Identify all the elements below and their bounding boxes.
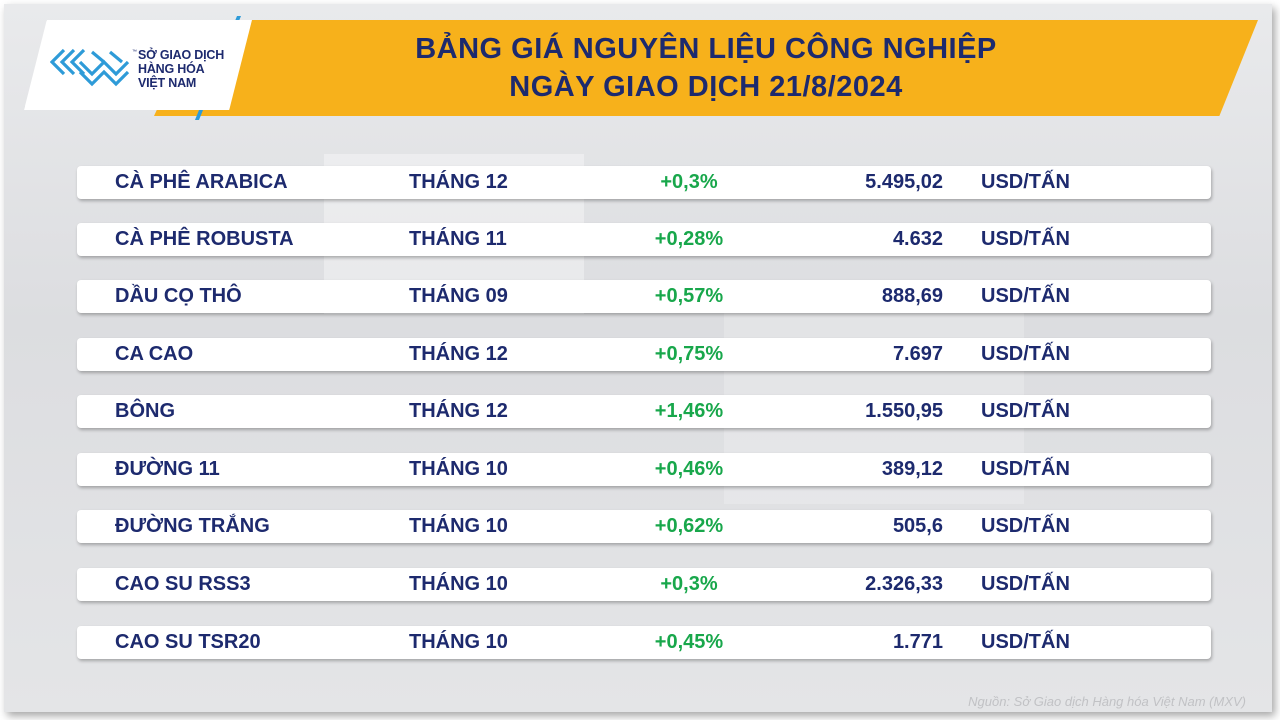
commodity-name: CAO SU RSS3 [115, 573, 251, 595]
contract-month: THÁNG 12 [409, 343, 508, 365]
price-unit: USD/TẤN [981, 228, 1070, 250]
commodity-name: ĐƯỜNG 11 [115, 458, 220, 480]
contract-month: THÁNG 10 [409, 458, 508, 480]
price-value: 7.697 [892, 343, 943, 365]
price-value: 5.495,02 [865, 171, 943, 193]
table-row: CAO SU TSR20 THÁNG 10 +0,45% 1.771 USD/T… [77, 626, 1211, 659]
contract-month: THÁNG 10 [409, 515, 508, 537]
price-change: +0,62% [654, 515, 724, 537]
title-banner [154, 20, 1258, 116]
contract-month: THÁNG 12 [409, 400, 508, 422]
mxv-logo-icon [50, 48, 130, 87]
commodity-name: CÀ PHÊ ARABICA [115, 171, 288, 193]
table-row: CÀ PHÊ ARABICA THÁNG 12 +0,3% 5.495,02 U… [77, 166, 1211, 199]
table-row: BÔNG THÁNG 12 +1,46% 1.550,95 USD/TẤN [77, 395, 1211, 428]
price-change: +0,57% [654, 285, 724, 307]
commodity-name: CÀ PHÊ ROBUSTA [115, 228, 294, 250]
price-unit: USD/TẤN [981, 573, 1070, 595]
logo-text: SỞ GIAO DỊCH HÀNG HÓA VIỆT NAM [138, 48, 224, 90]
commodity-name: ĐƯỜNG TRẮNG [115, 515, 270, 537]
table-row: ĐƯỜNG TRẮNG THÁNG 10 +0,62% 505,6 USD/TẤ… [77, 510, 1211, 543]
price-unit: USD/TẤN [981, 285, 1070, 307]
table-row: CAO SU RSS3 THÁNG 10 +0,3% 2.326,33 USD/… [77, 568, 1211, 601]
price-value: 4.632 [892, 228, 943, 250]
page-subtitle: NGÀY GIAO DỊCH 21/8/2024 [509, 71, 903, 103]
contract-month: THÁNG 11 [409, 228, 507, 250]
price-change: +1,46% [654, 400, 724, 422]
price-change: +0,75% [654, 343, 724, 365]
price-change: +0,46% [654, 458, 724, 480]
commodity-name: BÔNG [115, 400, 175, 422]
table-row: ĐƯỜNG 11 THÁNG 10 +0,46% 389,12 USD/TẤN [77, 453, 1211, 486]
price-unit: USD/TẤN [981, 343, 1070, 365]
trademark-mark: ™ [132, 49, 137, 55]
price-value: 2.326,33 [865, 573, 943, 595]
price-change: +0,28% [654, 228, 724, 250]
logo-line-2: HÀNG HÓA [138, 62, 205, 76]
source-watermark: Nguồn: Sở Giao dịch Hàng hóa Việt Nam (M… [968, 694, 1246, 709]
price-value: 389,12 [881, 458, 943, 480]
price-value: 505,6 [892, 515, 943, 537]
price-change: +0,3% [660, 171, 718, 193]
price-value: 1.771 [892, 631, 943, 653]
commodity-name: DẦU CỌ THÔ [115, 285, 242, 307]
price-unit: USD/TẤN [981, 515, 1070, 537]
price-value: 888,69 [881, 285, 943, 307]
table-row: DẦU CỌ THÔ THÁNG 09 +0,57% 888,69 USD/TẤ… [77, 280, 1211, 313]
price-unit: USD/TẤN [981, 171, 1070, 193]
contract-month: THÁNG 10 [409, 573, 508, 595]
contract-month: THÁNG 09 [409, 285, 508, 307]
price-change: +0,3% [660, 573, 718, 595]
page-title: BẢNG GIÁ NGUYÊN LIỆU CÔNG NGHIỆP [415, 33, 997, 65]
contract-month: THÁNG 10 [409, 631, 508, 653]
price-unit: USD/TẤN [981, 458, 1070, 480]
price-unit: USD/TẤN [981, 400, 1070, 422]
price-change: +0,45% [654, 631, 724, 653]
table-row: CA CAO THÁNG 12 +0,75% 7.697 USD/TẤN [77, 338, 1211, 371]
commodity-name: CAO SU TSR20 [115, 631, 261, 653]
logo-panel [24, 20, 252, 110]
price-value: 1.550,95 [865, 400, 943, 422]
infographic-frame: BẢNG GIÁ NGUYÊN LIỆU CÔNG NGHIỆP NGÀY GI… [4, 4, 1272, 712]
logo-line-1: SỞ GIAO DỊCH [138, 48, 225, 62]
commodity-name: CA CAO [115, 343, 194, 365]
price-unit: USD/TẤN [981, 631, 1070, 653]
contract-month: THÁNG 12 [409, 171, 508, 193]
table-row: CÀ PHÊ ROBUSTA THÁNG 11 +0,28% 4.632 USD… [77, 223, 1211, 256]
logo-line-3: VIỆT NAM [138, 76, 197, 90]
